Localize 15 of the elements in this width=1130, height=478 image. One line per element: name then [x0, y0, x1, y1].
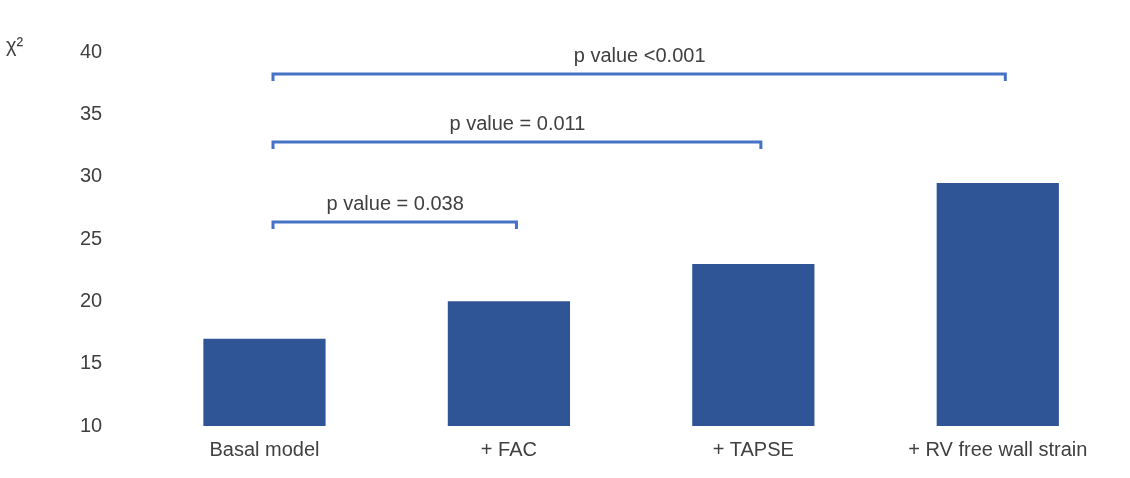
y-tick-label: 10 — [80, 413, 103, 436]
x-tick-label: + TAPSE — [712, 437, 794, 460]
y-tick-label: 20 — [80, 288, 103, 311]
annotation: p value <0.001 — [573, 43, 706, 66]
annotation: p value = 0.011 — [449, 111, 586, 134]
y-tick-label: 40 — [80, 39, 103, 62]
annotation: p value = 0.038 — [326, 191, 464, 214]
x-tick-label: + RV free wall strain — [908, 437, 1088, 460]
y-tick-label: 30 — [80, 164, 103, 187]
y-tick-label: 35 — [80, 101, 103, 124]
y-tick-label: 25 — [80, 226, 103, 249]
x-tick-label: + FAC — [480, 437, 537, 460]
x-tick-label: Basal model — [209, 437, 320, 460]
y-tick-label: 15 — [80, 351, 103, 374]
y-axis-title: χ² — [6, 33, 24, 56]
